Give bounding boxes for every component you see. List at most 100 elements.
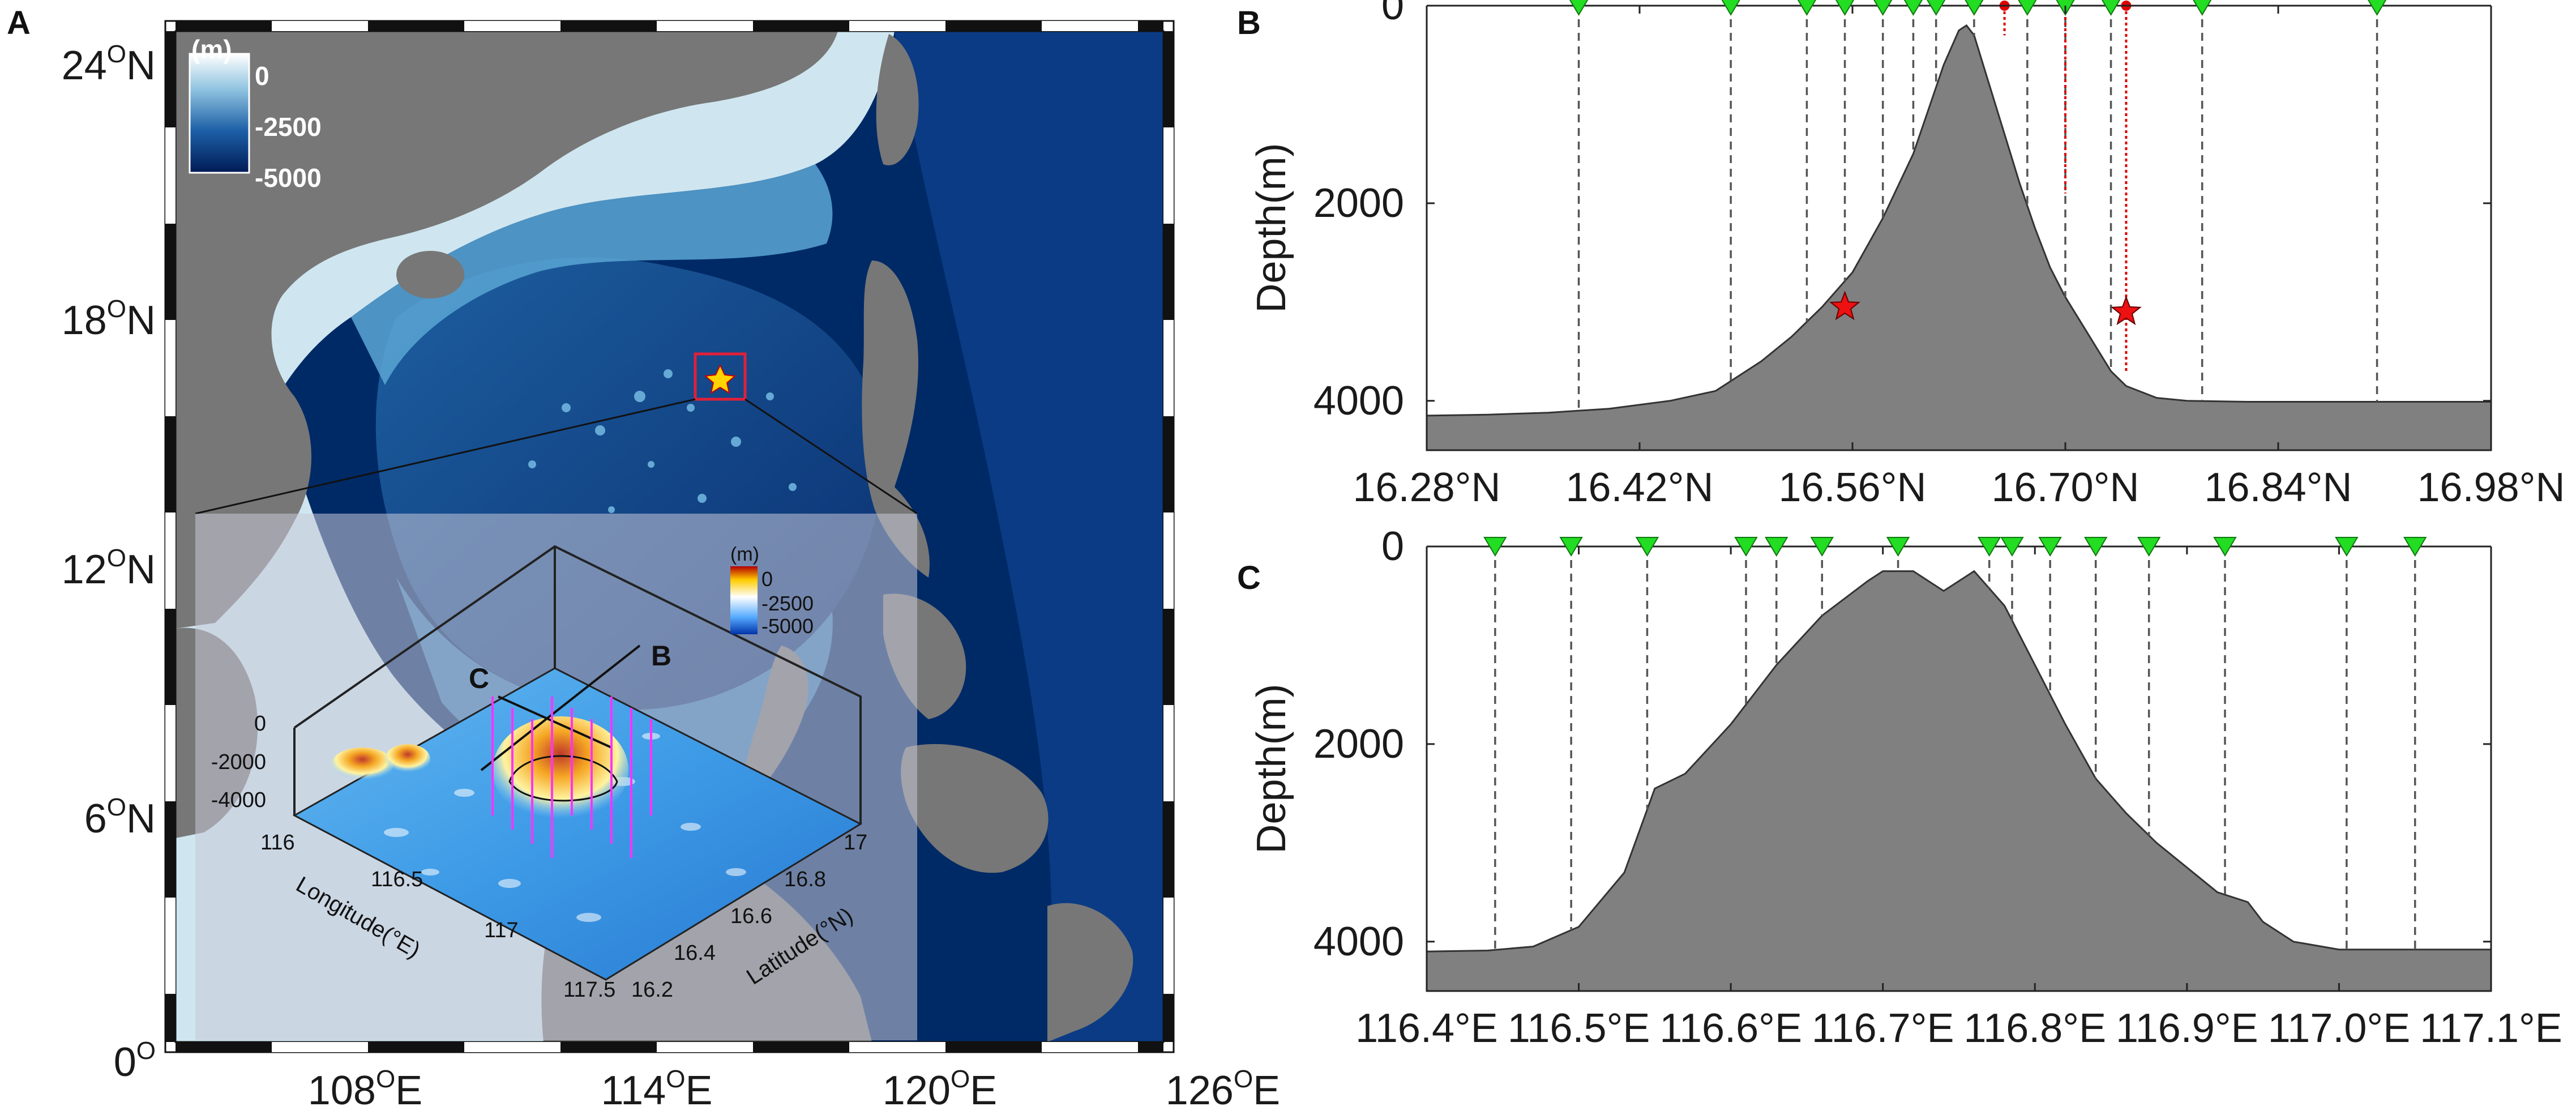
- map-lat-tick-value: 0: [114, 1040, 136, 1085]
- map-frame-segment: [165, 320, 176, 416]
- x-tick-label: 16.84°N: [2205, 465, 2352, 510]
- map-frame-segment: [1163, 512, 1174, 609]
- map-frame-segment: [165, 416, 176, 512]
- star-marker: [1829, 291, 1860, 321]
- map-frame-segment: [272, 21, 368, 31]
- inset-section-b: [480, 644, 641, 771]
- map-lon-tick-value: 114: [601, 1068, 666, 1113]
- station-triangle: [1886, 537, 1910, 557]
- panel-letter-a: A: [7, 5, 31, 41]
- x-tick-label: 116.5°E: [1508, 1006, 1650, 1051]
- land-hainan: [396, 251, 464, 298]
- zoom-line-right: [744, 398, 918, 515]
- map-frame-segment: [165, 512, 176, 609]
- map-lon-tick-value: 108: [308, 1068, 376, 1113]
- study-area-star: [704, 364, 737, 395]
- station-triangle: [2335, 537, 2359, 557]
- map-lat-tick-label: 6ON: [84, 793, 156, 842]
- inset-lat-tick-1: 16.4: [674, 941, 716, 965]
- x-tick-label: 116.8°E: [1963, 1006, 2106, 1051]
- map-frame-segment: [272, 1042, 368, 1052]
- map-frame-segment: [165, 609, 176, 705]
- map-lon-tick-suffix: E: [970, 1068, 997, 1113]
- map-lon-tick-value: 120: [883, 1068, 951, 1113]
- map-lat-tick-degree: O: [136, 1037, 156, 1065]
- map-lat-tick-label: 18ON: [62, 295, 156, 343]
- y-tick-label: 0: [1381, 524, 1404, 569]
- map-frame-segment: [753, 1042, 849, 1052]
- map-frame-segment: [165, 994, 176, 1042]
- map-frame-segment: [849, 21, 945, 31]
- station-triangle: [2137, 537, 2161, 557]
- map-frame-segment: [657, 1042, 753, 1052]
- map-lat-tick-suffix: N: [126, 796, 156, 842]
- map-lat-tick-label: 0O: [114, 1037, 156, 1085]
- map-lat-tick-value: 12: [62, 547, 107, 592]
- map-lon-labels: 108OE 114OE 120OE 126OE: [308, 1065, 1280, 1113]
- y-tick-label: 4000: [1313, 919, 1404, 964]
- inset-surface: [292, 667, 863, 981]
- map-frame-segment: [560, 1042, 657, 1052]
- map-frame-segment: [464, 21, 560, 31]
- station-triangle: [1835, 0, 1855, 16]
- map-lat-tick-degree: O: [107, 793, 126, 821]
- map-frame-segment: [849, 1042, 945, 1052]
- map-colorbar-bar: [189, 53, 250, 174]
- map-frame-segment: [368, 21, 464, 31]
- inset-label-c: C: [469, 663, 489, 694]
- map-lat-tick-value: 18: [62, 298, 107, 343]
- station-triangle: [1873, 0, 1893, 16]
- inset-colorbar-label-1: -2500: [761, 592, 814, 615]
- map-lon-tick-suffix: E: [686, 1068, 713, 1113]
- station-triangle: [1797, 0, 1817, 16]
- map-frame-segment: [464, 1042, 560, 1052]
- x-tick-label: 117.1°E: [2420, 1006, 2562, 1051]
- x-tick-label: 16.70°N: [1992, 465, 2139, 510]
- station-triangle: [2083, 537, 2108, 557]
- map-frame-segment: [176, 1042, 272, 1052]
- inset-z-tick-2: -4000: [211, 788, 266, 812]
- station-triangle: [1734, 537, 1758, 557]
- map-lon-tick-label: 114OE: [601, 1065, 712, 1113]
- station-triangle: [1977, 537, 2001, 557]
- inset-lat-tick-3: 16.8: [784, 868, 826, 891]
- map-lat-tick-degree: O: [107, 295, 126, 323]
- x-tick-label: 116.9°E: [2116, 1006, 2258, 1051]
- profile-chart-c: 116.4°E 116.5°E 116.6°E 116.7°E 116.8°E 116.9…: [1249, 524, 2562, 1051]
- inset-box-edges: [293, 545, 862, 824]
- inset-label-b: B: [651, 640, 671, 672]
- map-frame-segment: [1138, 1042, 1163, 1052]
- y-tick-label: 4000: [1313, 378, 1404, 424]
- map-frame-segment: [1163, 416, 1174, 512]
- station-triangle: [1559, 537, 1583, 557]
- map-frame-segment: [368, 1042, 464, 1052]
- map-lat-tick-degree: O: [107, 544, 126, 572]
- land-mainland: [176, 31, 838, 629]
- map-frame-segment: [165, 31, 176, 127]
- panel-letter-c: C: [1237, 560, 1261, 596]
- map-frame-segment: [1163, 801, 1174, 898]
- map-frame-segment: [1163, 994, 1174, 1042]
- y-tick-label: 2000: [1313, 721, 1404, 767]
- inset-lat-tick-0: 16.2: [631, 978, 673, 1002]
- station-triangle: [2038, 537, 2062, 557]
- seamount-speckles: [528, 369, 797, 513]
- inset-lat-tick-4: 17: [844, 831, 867, 855]
- bathymetry-area: [1426, 570, 2492, 992]
- map-lat-tick-label: 24ON: [62, 40, 156, 88]
- map-lon-tick-degree: O: [951, 1065, 970, 1093]
- station-triangle: [2000, 537, 2024, 557]
- map-frame-segment: [1042, 21, 1138, 31]
- land-luzon: [862, 260, 930, 578]
- map-frame-segment: [165, 705, 176, 801]
- map-frame-segment: [1163, 224, 1174, 320]
- station-triangle: [2018, 0, 2037, 16]
- x-tick-label: 16.56°N: [1779, 465, 1927, 510]
- map-frame-segment: [1163, 705, 1174, 801]
- inset-contour: [508, 755, 618, 802]
- map-colorbar-label-1: -2500: [255, 112, 322, 142]
- map-frame-segment: [657, 21, 753, 31]
- star-marker: [2111, 295, 2142, 326]
- map-lat-tick-value: 24: [62, 43, 107, 88]
- map-frame-segment: [1138, 21, 1163, 31]
